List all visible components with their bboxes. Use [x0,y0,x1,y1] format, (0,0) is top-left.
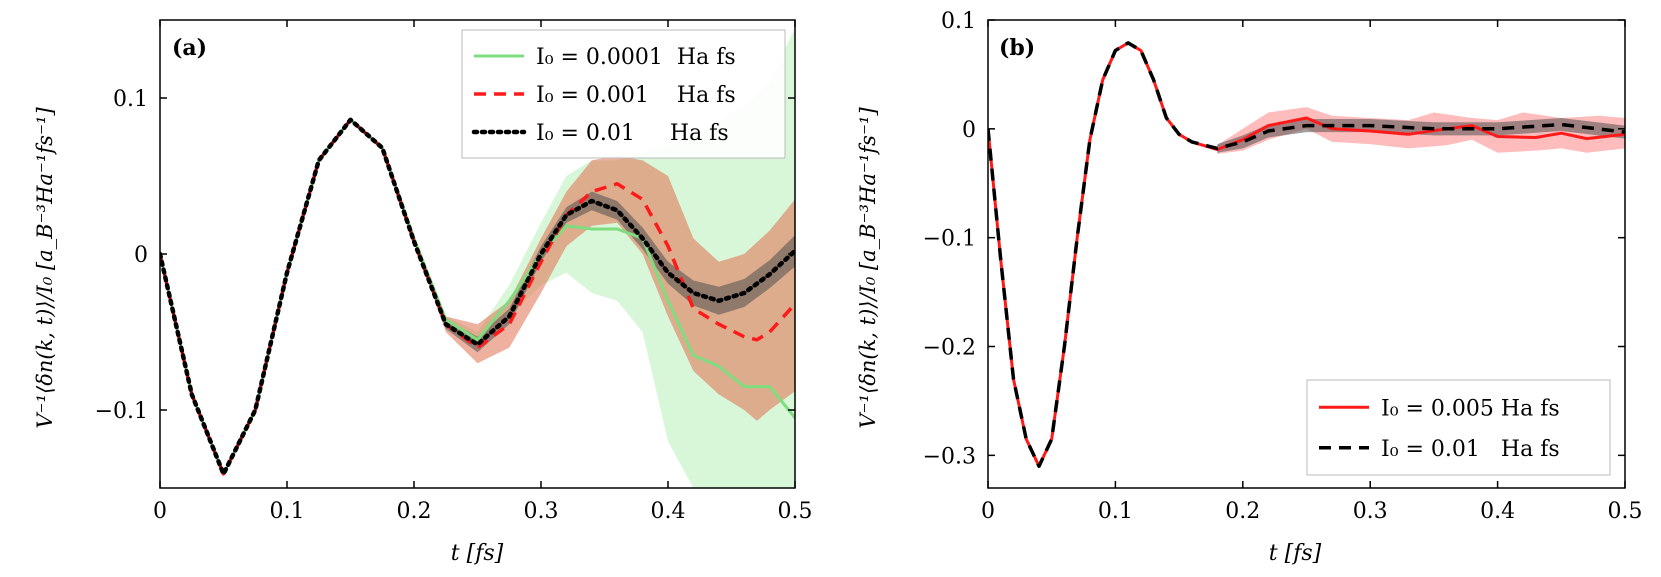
uncertainty-band-1-2 [414,155,795,421]
y-tick-label-2-0: −0.3 [923,444,976,469]
legend-label-2-1: I₀ = 0.005 Ha fs [1381,396,1560,421]
x-tick-label-1-2: 0.2 [397,499,432,524]
series-line-1-3 [160,117,795,477]
x-axis-label-b: t [fs] [1269,541,1322,566]
x-tick-label-1-1: 0.1 [270,499,305,524]
y-axis-label-a: V⁻¹⟨δn(k, t)⟩/I₀ [a_B⁻³Ha⁻¹fs⁻¹] [33,107,57,429]
y-tick-label-1-0: −0.1 [95,399,148,424]
legend-1: I₀ = 0.0001 Ha fs I₀ = 0.001 Ha fs I₀ = 0.… [461,29,786,159]
panel-label-b: (b) [999,35,1035,61]
y-tick-label-2-4: 0.1 [941,9,976,34]
plot-area-2 [988,41,1625,468]
x-tick-label-1-0: 0 [153,499,167,524]
x-axis-label-a: t [fs] [451,541,504,566]
legend-label-1-1: I₀ = 0.0001 Ha fs [536,45,736,70]
legend-label-2-2: I₀ = 0.01 Ha fs [1381,437,1560,462]
x-tick-label-2-1: 0.1 [1098,499,1133,524]
x-tick-label-1-3: 0.3 [524,499,559,524]
legend-label-1-2: I₀ = 0.001 Ha fs [536,83,736,108]
x-tick-label-2-0: 0 [981,499,995,524]
panel-a: (a) t [fs] V⁻¹⟨δn(k, t)⟩/I₀ [a_B⁻³Ha⁻¹fs… [33,19,813,566]
series-line-2-2 [988,41,1625,468]
panel-label-a: (a) [172,35,207,61]
x-tick-label-1-4: 0.4 [651,499,686,524]
y-tick-label-1-1: 0 [134,243,148,268]
plot-frame-2 [987,19,1626,489]
y-tick-label-2-2: −0.1 [923,227,976,252]
x-tick-label-2-5: 0.5 [1608,499,1643,524]
x-tick-label-2-3: 0.3 [1353,499,1388,524]
x-tick-label-2-4: 0.4 [1480,499,1515,524]
series-line-1-2 [160,118,795,476]
legend-box-2 [1306,379,1611,476]
y-tick-label-1-2: 0.1 [113,87,148,112]
y-axis-label-b: V⁻¹⟨δn(k, t)⟩/I₀ [a_B⁻³Ha⁻¹fs⁻¹] [856,107,880,429]
legend-2: I₀ = 0.005 Ha fs I₀ = 0.01 Ha fs [1306,379,1611,476]
panel-b: (b) t [fs] V⁻¹⟨δn(k, t)⟩/I₀ [a_B⁻³Ha⁻¹fs… [856,9,1643,566]
x-tick-label-2-2: 0.2 [1225,499,1260,524]
legend-label-1-3: I₀ = 0.01 Ha fs [536,121,729,146]
y-tick-label-2-3: 0 [962,118,976,143]
y-tick-label-2-1: −0.2 [923,336,976,361]
x-tick-label-1-5: 0.5 [778,499,813,524]
